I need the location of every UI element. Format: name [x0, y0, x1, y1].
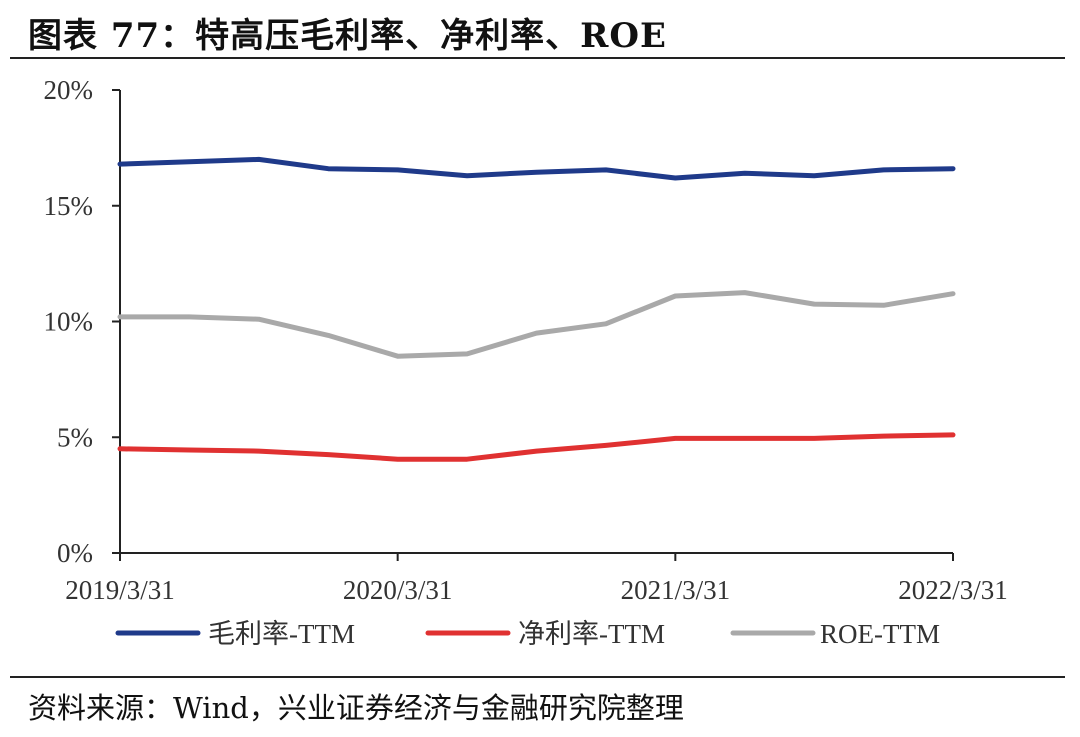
- y-tick-label: 5%: [57, 422, 93, 452]
- series-line-1: [117, 432, 956, 462]
- data-point: [882, 168, 885, 171]
- source-divider: [10, 676, 1065, 678]
- data-point: [396, 458, 399, 461]
- data-point: [535, 332, 538, 335]
- data-point: [396, 168, 399, 171]
- data-point: [604, 168, 607, 171]
- data-point: [188, 160, 191, 163]
- data-point: [882, 304, 885, 307]
- data-point: [743, 291, 746, 294]
- data-point: [119, 315, 122, 318]
- data-point: [327, 167, 330, 170]
- data-point: [257, 318, 260, 321]
- title-divider: [10, 57, 1065, 59]
- data-point: [466, 174, 469, 177]
- line-chart: 0% 5% 10% 15% 20% 2019/3/31 2020/3/31 2021/3/31…: [44, 75, 1008, 649]
- data-point: [257, 450, 260, 453]
- data-point: [327, 334, 330, 337]
- data-point: [466, 352, 469, 355]
- data-point: [535, 450, 538, 453]
- series-line-0: [117, 156, 956, 181]
- data-point: [813, 303, 816, 306]
- y-tick-label: 10%: [44, 307, 94, 337]
- data-point: [674, 176, 677, 179]
- chart-legend: 毛利率-TTM 净利率-TTM ROE-TTM: [115, 619, 940, 649]
- data-point: [952, 292, 955, 295]
- chart-axes: 0% 5% 10% 15% 20% 2019/3/31 2020/3/31 2021/3/31…: [44, 75, 1008, 605]
- data-point: [119, 163, 122, 166]
- data-point: [188, 315, 191, 318]
- x-tick-label: 2021/3/31: [621, 575, 731, 605]
- data-point: [743, 437, 746, 440]
- x-tick-label: 2020/3/31: [343, 575, 453, 605]
- data-point: [743, 172, 746, 175]
- data-point: [396, 355, 399, 358]
- y-tick-label: 20%: [44, 75, 94, 105]
- data-point: [257, 158, 260, 161]
- source-note: 资料来源：Wind，兴业证券经济与金融研究院整理: [28, 691, 684, 725]
- data-point: [327, 453, 330, 456]
- x-tick-label: 2022/3/31: [898, 575, 1008, 605]
- data-point: [466, 458, 469, 461]
- data-point: [119, 447, 122, 450]
- y-tick-label: 0%: [57, 538, 93, 568]
- chart-series: [117, 156, 956, 462]
- data-point: [188, 448, 191, 451]
- legend-label: ROE-TTM: [820, 619, 940, 649]
- page-title: 图表 77：特高压毛利率、净利率、ROE: [28, 16, 667, 56]
- data-point: [813, 437, 816, 440]
- x-tick-label: 2019/3/31: [65, 575, 175, 605]
- data-point: [604, 322, 607, 325]
- data-point: [882, 435, 885, 438]
- series-line-2: [117, 290, 956, 359]
- data-point: [813, 174, 816, 177]
- data-point: [604, 444, 607, 447]
- data-point: [952, 433, 955, 436]
- data-point: [674, 437, 677, 440]
- legend-label: 净利率-TTM: [518, 619, 665, 649]
- data-point: [674, 295, 677, 298]
- y-tick-label: 15%: [44, 191, 94, 221]
- legend-label: 毛利率-TTM: [208, 619, 355, 649]
- data-point: [535, 171, 538, 174]
- data-point: [952, 167, 955, 170]
